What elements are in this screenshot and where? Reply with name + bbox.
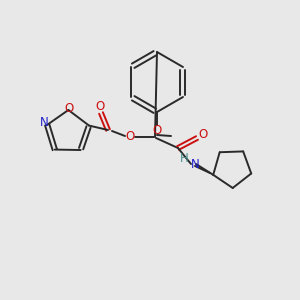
Text: O: O xyxy=(65,101,74,115)
Text: O: O xyxy=(152,124,162,137)
Text: H: H xyxy=(180,152,188,166)
Text: O: O xyxy=(95,100,105,112)
Text: O: O xyxy=(125,130,135,143)
Text: O: O xyxy=(198,128,208,140)
Text: N: N xyxy=(190,158,200,170)
Text: N: N xyxy=(40,116,49,129)
